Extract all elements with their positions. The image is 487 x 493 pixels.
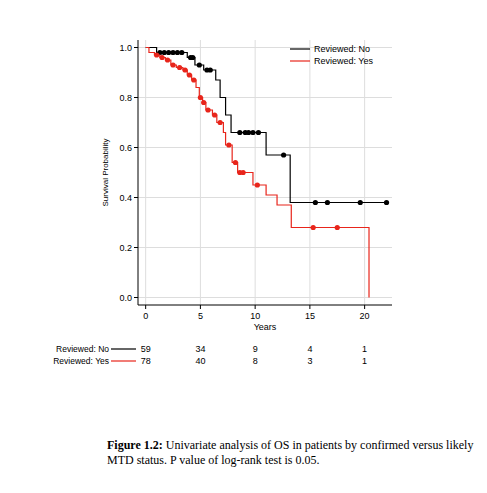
- censor-mark: [187, 72, 192, 77]
- risk-count: 8: [253, 356, 258, 366]
- x-tick: [309, 305, 310, 309]
- censor-mark: [159, 55, 164, 60]
- grid-line: [138, 197, 392, 198]
- censor-mark: [154, 52, 159, 57]
- caption-label: Figure 1.2:: [107, 438, 163, 452]
- x-tick: [364, 305, 365, 309]
- censor-mark: [311, 225, 316, 230]
- legend-label: Reviewed: Yes: [314, 56, 374, 66]
- risk-row-label: Reviewed: Yes: [53, 356, 109, 366]
- censor-mark: [237, 130, 242, 135]
- legend-swatch: [290, 48, 310, 49]
- grid-line: [309, 40, 310, 305]
- x-axis-label: Years: [254, 322, 277, 332]
- risk-count: 1: [362, 356, 367, 366]
- censor-mark: [198, 95, 203, 100]
- y-tick: [134, 147, 138, 148]
- y-tick-label: 0.8: [119, 93, 132, 103]
- risk-count: 4: [307, 344, 312, 354]
- grid-line: [138, 147, 392, 148]
- censor-mark: [179, 50, 184, 55]
- risk-count: 59: [141, 344, 151, 354]
- censor-mark: [281, 152, 286, 157]
- censor-mark: [190, 55, 195, 60]
- censor-mark: [208, 67, 213, 72]
- x-tick: [145, 305, 146, 309]
- legend-label: Reviewed: No: [314, 44, 370, 54]
- y-axis-label: Survival Probability: [101, 138, 110, 206]
- plot-area: [146, 48, 389, 298]
- censor-mark: [358, 200, 363, 205]
- chart: 0.0 0.2 0.4 0.6 0.8 1.0 0 5 10 15 20 Years Survival …: [0, 0, 487, 493]
- censor-mark: [182, 67, 187, 72]
- censor-mark: [226, 142, 231, 147]
- censor-mark: [233, 160, 238, 165]
- grid-line: [145, 40, 146, 305]
- censor-mark: [384, 200, 389, 205]
- y-tick: [134, 97, 138, 98]
- grid-line: [138, 247, 392, 248]
- censor-mark: [201, 100, 206, 105]
- y-tick: [134, 297, 138, 298]
- x-tick-label: 10: [250, 311, 260, 321]
- grid-line: [364, 40, 365, 305]
- caption: Figure 1.2: Univariate analysis of OS in…: [107, 438, 487, 468]
- censor-mark: [250, 130, 255, 135]
- risk-count: 9: [253, 344, 258, 354]
- risk-row-swatch: [111, 348, 136, 349]
- x-tick-label: 20: [360, 311, 370, 321]
- grid-line: [200, 40, 201, 305]
- censor-mark: [177, 65, 182, 70]
- y-tick: [134, 247, 138, 248]
- grid-line: [138, 297, 392, 298]
- y-tick: [134, 47, 138, 48]
- x-tick: [255, 305, 256, 309]
- censor-mark: [205, 107, 210, 112]
- y-tick: [134, 197, 138, 198]
- censor-mark: [197, 62, 202, 67]
- censor-mark: [325, 200, 330, 205]
- censor-mark: [313, 200, 318, 205]
- censor-mark: [256, 130, 261, 135]
- x-tick: [200, 305, 201, 309]
- risk-count: 3: [307, 356, 312, 366]
- x-tick-label: 15: [305, 311, 315, 321]
- censor-mark: [218, 120, 223, 125]
- censor-mark: [170, 62, 175, 67]
- y-tick-label: 1.0: [119, 43, 132, 53]
- survival-curve: [146, 48, 387, 203]
- risk-count: 1: [362, 344, 367, 354]
- x-axis: [138, 305, 392, 306]
- risk-row-swatch: [111, 360, 136, 361]
- x-tick-label: 5: [198, 311, 203, 321]
- grid-line: [255, 40, 256, 305]
- y-tick-label: 0.2: [119, 243, 132, 253]
- grid-line: [138, 97, 392, 98]
- censor-mark: [335, 225, 340, 230]
- y-tick-label: 0.0: [119, 293, 132, 303]
- survival-curve: [146, 48, 369, 298]
- risk-count: 40: [195, 356, 205, 366]
- y-tick-label: 0.6: [119, 143, 132, 153]
- risk-count: 34: [195, 344, 205, 354]
- censor-mark: [165, 57, 170, 62]
- legend-swatch: [290, 60, 310, 61]
- y-tick-label: 0.4: [119, 193, 132, 203]
- censor-mark: [212, 112, 217, 117]
- censor-mark: [191, 77, 196, 82]
- risk-count: 78: [141, 356, 151, 366]
- censor-mark: [241, 170, 246, 175]
- y-axis: [138, 40, 139, 305]
- risk-row-label: Reviewed: No: [56, 344, 109, 354]
- censor-mark: [255, 182, 260, 187]
- x-tick-label: 0: [143, 311, 148, 321]
